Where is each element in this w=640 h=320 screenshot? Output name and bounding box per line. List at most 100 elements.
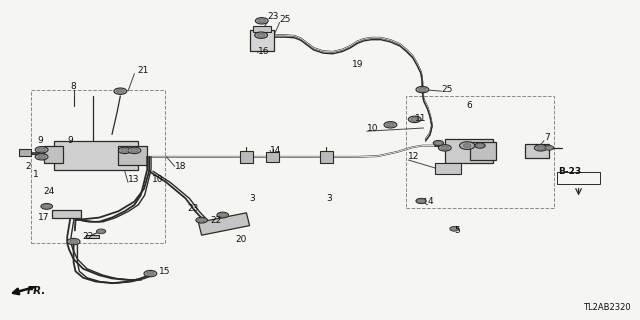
Circle shape <box>460 142 475 149</box>
Text: TL2AB2320: TL2AB2320 <box>583 303 630 312</box>
Circle shape <box>118 147 131 154</box>
Bar <box>445 139 493 163</box>
Bar <box>557 172 600 184</box>
Circle shape <box>196 217 207 223</box>
Text: 23: 23 <box>187 204 198 212</box>
Circle shape <box>545 146 553 150</box>
Circle shape <box>419 88 426 92</box>
Bar <box>266 152 279 162</box>
Bar <box>525 144 549 158</box>
Circle shape <box>97 229 105 233</box>
Bar <box>470 142 496 160</box>
Bar <box>240 151 253 163</box>
Text: 22: 22 <box>82 232 93 241</box>
Circle shape <box>417 199 425 203</box>
Circle shape <box>463 144 471 148</box>
Text: 22: 22 <box>210 216 221 225</box>
Circle shape <box>121 148 129 152</box>
Circle shape <box>116 89 124 93</box>
Circle shape <box>35 147 48 153</box>
Text: 10: 10 <box>367 124 378 132</box>
Circle shape <box>416 86 429 93</box>
Circle shape <box>476 144 484 148</box>
Circle shape <box>114 88 127 94</box>
Circle shape <box>438 145 451 151</box>
Circle shape <box>387 123 394 127</box>
Bar <box>118 146 147 165</box>
Circle shape <box>217 212 228 218</box>
Circle shape <box>128 147 141 154</box>
Circle shape <box>35 154 48 160</box>
Text: 2: 2 <box>25 162 31 171</box>
Bar <box>52 210 81 218</box>
Text: 25: 25 <box>442 85 453 94</box>
Text: 16: 16 <box>258 47 269 56</box>
Text: 17: 17 <box>38 213 50 222</box>
Text: 1: 1 <box>33 170 38 179</box>
Text: 5: 5 <box>454 226 460 235</box>
Circle shape <box>257 33 265 37</box>
Bar <box>31 90 165 243</box>
Text: 4: 4 <box>428 197 433 206</box>
Circle shape <box>451 227 458 231</box>
Circle shape <box>435 141 442 145</box>
Bar <box>320 151 333 163</box>
Circle shape <box>258 19 266 23</box>
Text: 3: 3 <box>326 194 332 203</box>
Text: 20: 20 <box>236 236 247 244</box>
Text: 23: 23 <box>268 12 279 20</box>
Circle shape <box>537 146 545 150</box>
Text: 11: 11 <box>415 114 426 123</box>
Bar <box>86 235 99 238</box>
Circle shape <box>38 148 45 152</box>
Text: 10: 10 <box>152 175 164 184</box>
Bar <box>19 149 31 156</box>
Text: 21: 21 <box>138 66 149 75</box>
Text: 3: 3 <box>250 194 255 203</box>
Polygon shape <box>198 213 250 235</box>
Circle shape <box>545 146 554 150</box>
Bar <box>253 26 271 32</box>
Text: 6: 6 <box>466 101 472 110</box>
Circle shape <box>144 270 157 277</box>
Text: 19: 19 <box>352 60 364 68</box>
Circle shape <box>38 155 45 159</box>
Text: 12: 12 <box>408 152 420 161</box>
Text: FR.: FR. <box>27 285 46 296</box>
Text: 25: 25 <box>280 15 291 24</box>
Bar <box>406 96 554 208</box>
Circle shape <box>441 146 449 150</box>
Circle shape <box>131 148 138 152</box>
Bar <box>54 141 138 170</box>
Circle shape <box>97 229 106 234</box>
Circle shape <box>198 218 205 222</box>
Bar <box>44 146 63 163</box>
Circle shape <box>433 140 444 146</box>
Circle shape <box>219 213 227 217</box>
Circle shape <box>67 238 80 245</box>
Text: 8: 8 <box>71 82 76 91</box>
Text: 15: 15 <box>159 268 170 276</box>
Circle shape <box>534 145 547 151</box>
Bar <box>250 30 274 51</box>
Text: 9: 9 <box>38 136 44 145</box>
Text: 9: 9 <box>67 136 73 145</box>
Text: 13: 13 <box>128 175 140 184</box>
Text: B-23: B-23 <box>558 167 581 176</box>
Circle shape <box>70 240 77 244</box>
Bar <box>435 163 461 174</box>
Circle shape <box>384 122 397 128</box>
Circle shape <box>411 117 419 121</box>
Circle shape <box>255 32 268 38</box>
Circle shape <box>408 116 421 123</box>
Circle shape <box>450 227 459 231</box>
Circle shape <box>416 198 426 204</box>
Circle shape <box>147 272 154 276</box>
Circle shape <box>41 204 52 209</box>
Text: 7: 7 <box>544 133 550 142</box>
Circle shape <box>475 143 485 148</box>
Text: 18: 18 <box>175 162 186 171</box>
Text: 14: 14 <box>270 146 282 155</box>
Circle shape <box>255 18 268 24</box>
Circle shape <box>43 204 51 208</box>
